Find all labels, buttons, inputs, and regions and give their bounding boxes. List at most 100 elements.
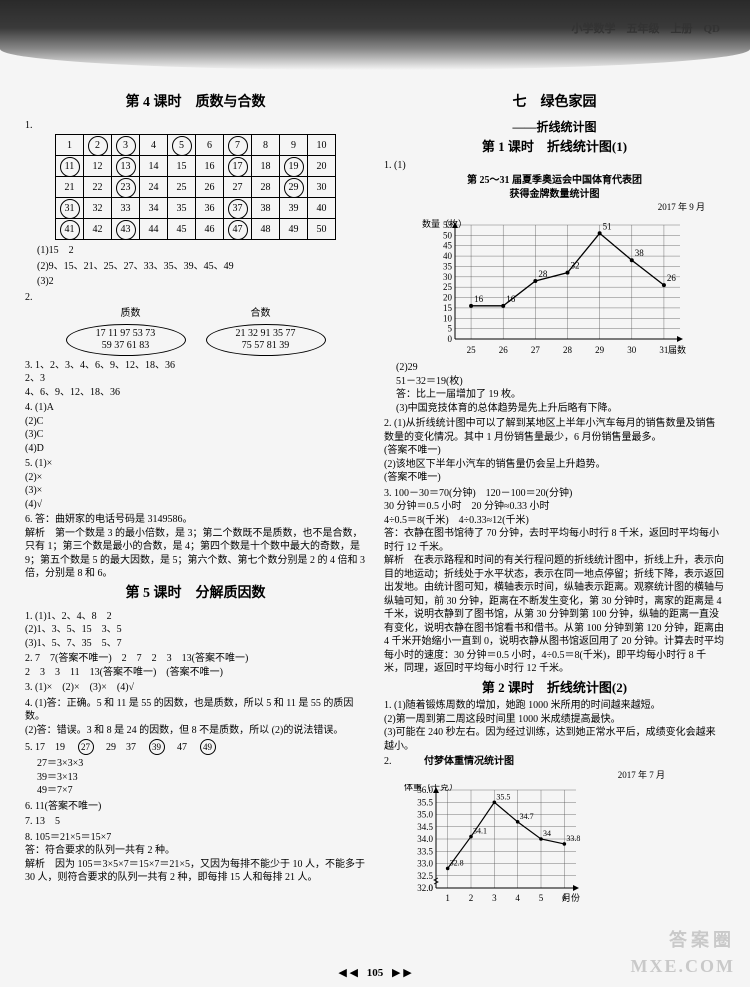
svg-text:0: 0 <box>429 883 434 893</box>
l5-q5-mid2: 47 <box>167 742 197 753</box>
svg-text:25: 25 <box>443 282 453 292</box>
r-q3: 3. 100－30＝70(分钟) 120－100＝20(分钟) 30 分钟＝0.… <box>384 487 725 676</box>
svg-text:34.1: 34.1 <box>473 827 487 836</box>
svg-text:30: 30 <box>443 272 453 282</box>
cell-25: 25 <box>168 177 196 198</box>
cell-37: 37 <box>224 198 252 219</box>
l5-q5-mid: 29 37 <box>96 742 146 753</box>
svg-text:40: 40 <box>443 251 453 261</box>
svg-text:16: 16 <box>474 294 484 304</box>
svg-text:33.8: 33.8 <box>566 834 580 843</box>
svg-text:32.8: 32.8 <box>450 858 464 867</box>
svg-text:10: 10 <box>443 314 453 324</box>
cell-17: 17 <box>224 156 252 177</box>
cell-33: 33 <box>112 198 140 219</box>
watermark-bottom: MXE.COM <box>631 956 735 977</box>
lesson2-title: 第 2 课时 折线统计图(2) <box>384 679 725 697</box>
cell-9: 9 <box>280 135 308 156</box>
cell-35: 35 <box>168 198 196 219</box>
lesson5-title: 第 5 课时 分解质因数 <box>25 585 366 604</box>
lesson4-title: 第 4 课时 质数与合数 <box>25 94 366 113</box>
svg-text:35.5: 35.5 <box>496 792 510 801</box>
cell-24: 24 <box>140 177 168 198</box>
svg-text:45: 45 <box>443 241 453 251</box>
cell-48: 48 <box>252 219 280 240</box>
cell-39: 39 <box>280 198 308 219</box>
main-columns: 第 4 课时 质数与合数 1. 123456789101112131415161… <box>25 90 725 957</box>
oval-row: 17 11 97 53 73 59 37 61 83 21 32 91 35 7… <box>25 324 366 356</box>
composite-oval: 21 32 91 35 77 75 57 81 39 <box>206 324 326 356</box>
cell-32: 32 <box>84 198 112 219</box>
svg-text:33.0: 33.0 <box>417 858 433 868</box>
svg-text:2: 2 <box>469 893 474 903</box>
chart1-title: 第 25～31 届夏季奥运会中国体育代表团 获得金牌数量统计图 <box>384 174 725 201</box>
page-number: 105 <box>367 967 384 979</box>
watermark-top: 答案圈 <box>669 926 735 952</box>
svg-text:38: 38 <box>634 249 644 259</box>
svg-text:28: 28 <box>563 345 573 355</box>
svg-text:35.0: 35.0 <box>417 809 433 819</box>
svg-text:25: 25 <box>466 345 476 355</box>
svg-text:15: 15 <box>443 303 453 313</box>
cell-8: 8 <box>252 135 280 156</box>
q3: 3. 1、2、3、4、6、9、12、18、36 2、3 4、6、9、12、18、… <box>25 359 366 400</box>
header-text: 小学数学 五年级 上册 QD <box>572 20 721 36</box>
right-column: 七 绿色家园 ——折线统计图 第 1 课时 折线统计图(1) 1. (1) 第 … <box>384 90 725 957</box>
circled-27: 27 <box>78 739 94 755</box>
chart2: 32.032.533.033.534.034.535.035.536.01234… <box>404 784 584 904</box>
svg-text:28: 28 <box>538 269 548 279</box>
cell-21: 21 <box>56 177 84 198</box>
svg-text:29: 29 <box>595 345 605 355</box>
r-q1-2: (2)29 51－32＝19(枚) 答：比上一届增加了 19 枚。 (3)中国竞… <box>384 361 725 415</box>
cell-11: 11 <box>56 156 84 177</box>
l5-q8: 8. 105＝21×5＝15×7 答：符合要求的队列一共有 2 种。 解析 因为… <box>25 831 366 885</box>
svg-text:月份: 月份 <box>562 892 580 903</box>
l5-q2: 2. 7 7(答案不唯一) 2 7 2 3 13(答案不唯一) 2 3 3 11… <box>25 652 366 679</box>
circled-49: 49 <box>200 739 216 755</box>
cell-29: 29 <box>280 177 308 198</box>
r-q1-1: 1. (1) <box>384 159 725 173</box>
svg-text:34.7: 34.7 <box>520 812 534 821</box>
svg-text:数量（枚）: 数量（枚） <box>422 218 467 229</box>
cell-27: 27 <box>224 177 252 198</box>
cell-7: 7 <box>224 135 252 156</box>
cell-4: 4 <box>140 135 168 156</box>
cell-6: 6 <box>196 135 224 156</box>
svg-text:体重（千克）: 体重（千克） <box>404 784 458 792</box>
svg-text:51: 51 <box>602 222 611 232</box>
chart2-title: 付梦体重情况统计图 <box>424 756 514 767</box>
cell-5: 5 <box>168 135 196 156</box>
cell-40: 40 <box>308 198 336 219</box>
l5-q5: 5. 17 19 27 29 37 39 47 49 <box>25 739 366 755</box>
svg-text:5: 5 <box>539 893 544 903</box>
cell-14: 14 <box>140 156 168 177</box>
q1-sub-c: (3)2 <box>25 275 366 289</box>
svg-text:34.5: 34.5 <box>417 822 433 832</box>
svg-text:32: 32 <box>570 261 579 271</box>
svg-text:5: 5 <box>447 324 452 334</box>
svg-text:34.0: 34.0 <box>417 834 433 844</box>
svg-text:届数: 届数 <box>668 344 686 355</box>
l5-q1: 1. (1)1、2、4、8 2 (2)1、3、5、15 3、5 (3)1、5、7… <box>25 610 366 651</box>
cell-18: 18 <box>252 156 280 177</box>
svg-text:4: 4 <box>515 893 520 903</box>
chart2-date: 2017 年 7 月 <box>384 769 725 781</box>
prime-oval: 17 11 97 53 73 59 37 61 83 <box>66 324 186 356</box>
svg-text:35.5: 35.5 <box>417 797 433 807</box>
composite-label: 合数 <box>206 307 316 321</box>
q2-label: 2. <box>25 291 366 305</box>
svg-text:3: 3 <box>492 893 497 903</box>
l5-q5-lines: 27＝3×3×3 39＝3×13 49＝7×7 <box>25 757 366 798</box>
cell-23: 23 <box>112 177 140 198</box>
svg-text:32.5: 32.5 <box>417 871 433 881</box>
oval-labels: 质数 合数 <box>25 307 366 321</box>
l2-q2-label: 2. <box>384 756 392 767</box>
cell-16: 16 <box>196 156 224 177</box>
svg-text:35: 35 <box>443 262 453 272</box>
cell-1: 1 <box>56 135 84 156</box>
cell-43: 43 <box>112 219 140 240</box>
cell-19: 19 <box>280 156 308 177</box>
q1-sub-a: (1)15 2 <box>25 244 366 258</box>
cell-12: 12 <box>84 156 112 177</box>
r-q2: 2. (1)从折线统计图中可以了解到某地区上半年小汽车每月的销售数量及销售数量的… <box>384 417 725 485</box>
